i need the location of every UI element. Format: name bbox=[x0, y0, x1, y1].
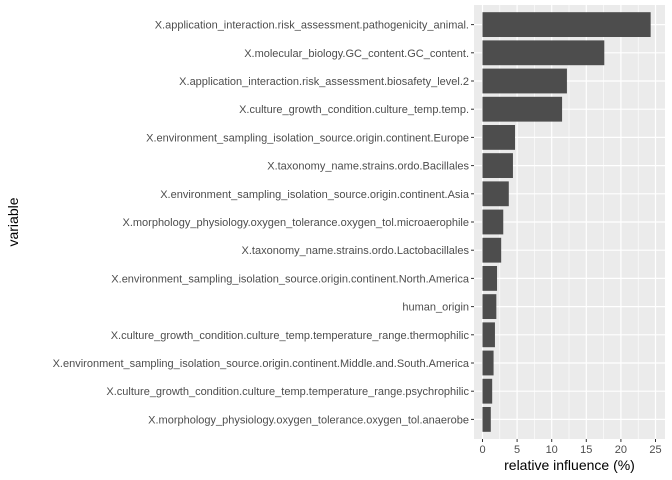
x-tick-label: 10 bbox=[546, 444, 558, 456]
y-tick-labels: X.application_interaction.risk_assessmen… bbox=[53, 20, 474, 426]
y-tick-label: X.environment_sampling_isolation_source.… bbox=[160, 189, 470, 201]
x-tick-label: 5 bbox=[514, 444, 520, 456]
bar bbox=[482, 265, 498, 291]
bar bbox=[482, 96, 563, 122]
bar bbox=[482, 406, 491, 432]
bar bbox=[482, 378, 493, 404]
x-axis-title: relative influence (%) bbox=[504, 457, 635, 473]
bar bbox=[482, 68, 567, 94]
y-tick-label: X.culture_growth_condition.culture_temp.… bbox=[106, 386, 469, 398]
bar bbox=[482, 153, 513, 179]
y-tick-label: X.application_interaction.risk_assessmen… bbox=[179, 76, 469, 88]
x-tick-label: 15 bbox=[580, 444, 592, 456]
y-tick-label: X.morphology_physiology.oxygen_tolerance… bbox=[122, 217, 469, 229]
y-tick-label: X.taxonomy_name.strains.ordo.Bacillales bbox=[267, 161, 469, 173]
y-tick-label: X.culture_growth_condition.culture_temp.… bbox=[111, 330, 470, 342]
y-tick-label: X.morphology_physiology.oxygen_tolerance… bbox=[148, 414, 469, 426]
bar bbox=[482, 322, 495, 348]
bar bbox=[482, 237, 502, 263]
y-axis-title: variable bbox=[5, 197, 21, 246]
x-tick-label: 25 bbox=[649, 444, 661, 456]
y-tick-label: X.taxonomy_name.strains.ordo.Lactobacill… bbox=[242, 245, 470, 257]
x-axis: 0 5 10 15 20 25 bbox=[479, 439, 662, 456]
bar bbox=[482, 350, 494, 376]
y-tick-label: human_origin bbox=[402, 302, 469, 314]
bars bbox=[482, 12, 651, 432]
y-tick-label: X.culture_growth_condition.culture_temp.… bbox=[239, 104, 469, 116]
bar bbox=[482, 294, 497, 320]
bar bbox=[482, 181, 509, 207]
y-tick-label: X.environment_sampling_isolation_source.… bbox=[146, 132, 469, 144]
x-tick-label: 20 bbox=[615, 444, 627, 456]
y-tick-label: X.environment_sampling_isolation_source.… bbox=[111, 273, 470, 285]
x-tick-label: 0 bbox=[479, 444, 485, 456]
bar bbox=[482, 40, 605, 66]
y-tick-label: X.molecular_biology.GC_content.GC_conten… bbox=[244, 48, 469, 60]
bar bbox=[482, 209, 504, 235]
y-tick-label: X.application_interaction.risk_assessmen… bbox=[155, 20, 469, 32]
bar bbox=[482, 12, 651, 38]
bar bbox=[482, 124, 516, 150]
y-tick-label: X.environment_sampling_isolation_source.… bbox=[53, 358, 470, 370]
